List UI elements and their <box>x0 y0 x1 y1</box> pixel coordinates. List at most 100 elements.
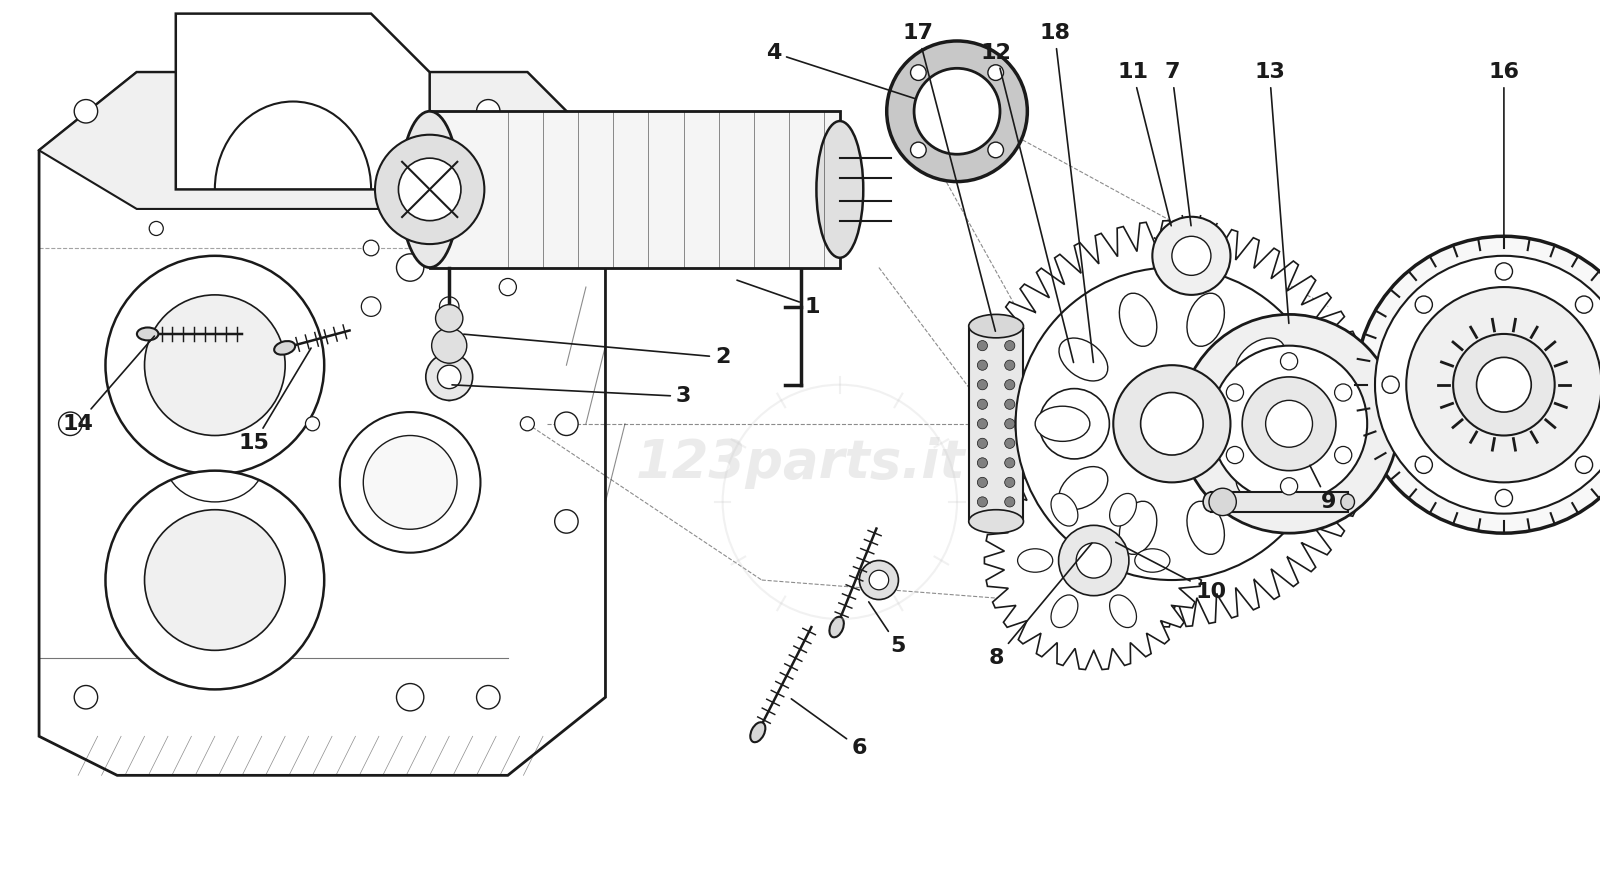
Circle shape <box>1242 377 1336 471</box>
Ellipse shape <box>1187 293 1224 347</box>
Circle shape <box>1171 237 1211 275</box>
Circle shape <box>987 142 1003 158</box>
Circle shape <box>374 134 485 244</box>
Circle shape <box>1416 457 1432 473</box>
Circle shape <box>1211 346 1366 502</box>
Ellipse shape <box>1110 595 1136 628</box>
Text: 6: 6 <box>792 699 867 758</box>
Circle shape <box>59 412 82 436</box>
Circle shape <box>1334 384 1352 402</box>
Circle shape <box>978 497 987 507</box>
Polygon shape <box>1206 342 1371 505</box>
Ellipse shape <box>1120 293 1157 347</box>
Circle shape <box>910 142 926 158</box>
Circle shape <box>149 222 163 236</box>
Circle shape <box>859 560 899 600</box>
Text: 16: 16 <box>1488 62 1520 237</box>
Circle shape <box>1077 543 1112 578</box>
Polygon shape <box>970 221 1374 627</box>
Text: 2: 2 <box>464 334 730 368</box>
Circle shape <box>1059 526 1130 595</box>
Circle shape <box>978 419 987 429</box>
Circle shape <box>434 330 466 361</box>
Text: 123parts.it: 123parts.it <box>635 436 965 489</box>
Ellipse shape <box>443 383 454 401</box>
Circle shape <box>987 65 1003 80</box>
Ellipse shape <box>1254 406 1309 442</box>
Text: 3: 3 <box>451 385 691 407</box>
Ellipse shape <box>1051 595 1078 628</box>
Polygon shape <box>38 72 605 775</box>
Ellipse shape <box>750 722 765 742</box>
Ellipse shape <box>1120 501 1157 554</box>
Ellipse shape <box>1203 492 1219 512</box>
Ellipse shape <box>1059 467 1107 510</box>
Circle shape <box>1226 446 1243 464</box>
Circle shape <box>1005 478 1014 487</box>
Circle shape <box>1576 457 1592 473</box>
Text: 15: 15 <box>238 348 310 453</box>
Text: 13: 13 <box>1254 62 1290 323</box>
Circle shape <box>1005 419 1014 429</box>
Circle shape <box>914 68 1000 155</box>
Circle shape <box>978 478 987 487</box>
Ellipse shape <box>138 327 158 340</box>
Polygon shape <box>176 14 430 189</box>
Circle shape <box>437 365 461 388</box>
Circle shape <box>432 328 467 363</box>
Circle shape <box>397 254 424 281</box>
Circle shape <box>555 412 578 436</box>
Circle shape <box>1355 237 1600 533</box>
Circle shape <box>910 65 926 80</box>
Text: 11: 11 <box>1117 62 1171 226</box>
Circle shape <box>1210 488 1237 516</box>
Circle shape <box>1005 380 1014 390</box>
Ellipse shape <box>1134 549 1170 572</box>
Circle shape <box>1266 401 1312 447</box>
Text: 12: 12 <box>981 43 1074 362</box>
Circle shape <box>442 240 458 256</box>
Text: 4: 4 <box>766 43 915 99</box>
Circle shape <box>1005 399 1014 409</box>
Circle shape <box>477 685 499 709</box>
Ellipse shape <box>1018 549 1053 572</box>
Text: 9: 9 <box>1310 465 1336 512</box>
Circle shape <box>144 295 285 436</box>
Circle shape <box>1141 393 1203 455</box>
Text: 10: 10 <box>1115 542 1227 601</box>
Polygon shape <box>430 112 840 267</box>
Ellipse shape <box>1235 338 1285 381</box>
Polygon shape <box>984 451 1203 670</box>
Circle shape <box>74 100 98 123</box>
Ellipse shape <box>1059 338 1107 381</box>
Circle shape <box>1005 457 1014 468</box>
Text: 18: 18 <box>1038 24 1093 362</box>
Ellipse shape <box>1110 493 1136 526</box>
Circle shape <box>1496 490 1512 506</box>
Circle shape <box>978 438 987 449</box>
Circle shape <box>339 412 480 553</box>
Text: 7: 7 <box>1165 62 1190 226</box>
Circle shape <box>978 380 987 390</box>
Circle shape <box>398 158 461 221</box>
Circle shape <box>1005 340 1014 351</box>
Circle shape <box>978 399 987 409</box>
Circle shape <box>1576 296 1592 313</box>
Circle shape <box>1005 361 1014 370</box>
Circle shape <box>362 297 381 316</box>
Text: 17: 17 <box>902 24 995 331</box>
Circle shape <box>1114 365 1230 483</box>
Ellipse shape <box>1035 406 1090 442</box>
Circle shape <box>1179 314 1398 533</box>
Ellipse shape <box>1235 467 1285 510</box>
Circle shape <box>1280 478 1298 495</box>
Circle shape <box>435 305 462 332</box>
Circle shape <box>306 416 320 431</box>
Circle shape <box>978 361 987 370</box>
Text: 5: 5 <box>869 601 906 656</box>
Circle shape <box>869 570 888 590</box>
Circle shape <box>1382 376 1400 394</box>
Circle shape <box>144 510 285 650</box>
Circle shape <box>978 457 987 468</box>
Circle shape <box>477 100 499 123</box>
